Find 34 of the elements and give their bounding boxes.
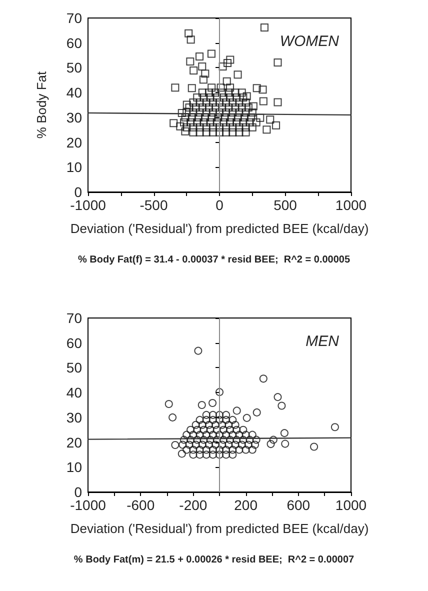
y-tick-label: 10 [66, 459, 82, 476]
y-tick-label: 20 [66, 434, 82, 450]
annotation: MEN [306, 333, 340, 350]
y-tick-label: 40 [66, 384, 82, 401]
x-axis-title: Deviation ('Residual') from predicted BEE (kcal/day) [70, 221, 369, 236]
y-tick-label: 20 [66, 134, 82, 150]
x-tick-label: 0 [216, 197, 224, 213]
x-tick-label: -500 [140, 197, 168, 213]
x-tick-label: -600 [126, 497, 155, 513]
x-tick-label: 600 [286, 497, 310, 513]
y-tick-label: 70 [66, 10, 82, 26]
y-tick-label: 60 [66, 334, 82, 351]
x-tick-label: 1000 [335, 497, 367, 513]
x-tick-label: -200 [179, 497, 208, 513]
x-tick-label: 500 [274, 197, 298, 213]
y-tick-label: 30 [66, 409, 82, 426]
x-tick-label: -1000 [70, 197, 106, 213]
text: % Body Fat(f) = 31.4 - 0.00037 * resid BEE; R^2 = 0.00005 [78, 254, 350, 266]
y-tick-label: 40 [66, 84, 82, 101]
y-tick-label: 30 [66, 109, 82, 126]
annotation: WOMEN [280, 33, 340, 50]
y-tick-label: 50 [66, 360, 82, 376]
x-tick-label: -1000 [70, 497, 106, 513]
text: % Body Fat(m) = 21.5 + 0.00026 * resid BEE; R^2 = 0.00007 [74, 554, 355, 566]
x-tick-label: 200 [234, 497, 258, 513]
y-tick-label: 50 [66, 60, 82, 76]
x-axis-title: Deviation ('Residual') from predicted BEE (kcal/day) [70, 521, 369, 536]
y-tick-label: 0 [74, 484, 82, 500]
y-tick-label: 60 [66, 34, 82, 51]
y-tick-label: 70 [66, 310, 82, 326]
y-tick-label: 0 [74, 184, 82, 200]
x-tick-label: 1000 [335, 197, 367, 213]
y-axis-title: % Body Fat [34, 71, 49, 139]
y-tick-label: 10 [66, 159, 82, 176]
